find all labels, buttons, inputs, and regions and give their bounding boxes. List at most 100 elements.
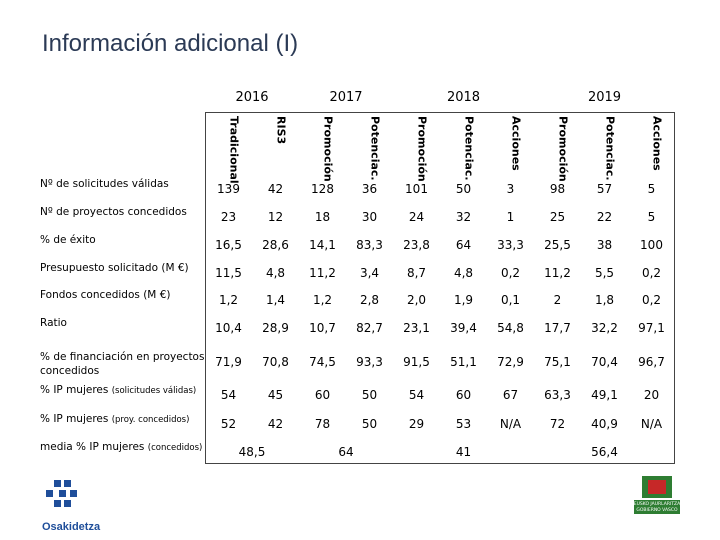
cell: 96,7 [638,355,665,369]
cell: 11,2 [309,266,336,280]
cell: 22 [596,210,613,224]
cell: 83,3 [356,238,383,252]
row-label: Nº de proyectos concedidos [40,205,205,219]
government-logo: EUSKO JAURLARITZA GOBIERNO VASCO [634,476,681,514]
row-label: Nº de solicitudes válidas [40,177,205,191]
column-header: RIS3 [274,116,288,145]
cell: 3 [506,182,515,196]
row-label-text: media % IP mujeres [40,441,145,453]
cell: 16,5 [215,238,242,252]
cell: 53 [455,417,472,431]
cell: 78 [314,417,331,431]
cell: 41 [455,445,472,459]
cell: 128 [311,182,334,196]
cell: 54 [408,388,425,402]
logo-text: GOBIERNO VASCO [636,507,678,513]
year-header: 2016 [235,90,269,105]
cell: 23,1 [403,321,430,335]
cell: 39,4 [450,321,477,335]
cell: 17,7 [544,321,571,335]
cell: 98 [549,182,566,196]
cell: 45 [267,388,284,402]
cell: 1 [506,210,515,224]
cell: 1,8 [594,293,615,307]
cell: 5 [647,210,656,224]
row-label-text: Nº de solicitudes válidas [40,178,169,190]
row-label-text: Fondos concedidos (M €) [40,289,171,301]
cell: 28,9 [262,321,289,335]
cell: 38 [596,238,613,252]
column-header: Potenciac. [462,116,476,181]
column-header: Tradicional [227,116,241,184]
cell: 8,7 [406,266,427,280]
row-label-note: (solicitudes válidas) [111,386,197,396]
row-label: media % IP mujeres (concedidos) [40,440,205,455]
cell: 1,2 [218,293,239,307]
cell: 54,8 [497,321,524,335]
cell: 4,8 [453,266,474,280]
cell: 42 [267,417,284,431]
year-header: 2017 [329,90,363,105]
cell: N/A [640,417,663,431]
cell: 70,4 [591,355,618,369]
cell: 28,6 [262,238,289,252]
cell: 1,9 [453,293,474,307]
column-header: Potenciac. [603,116,617,181]
cell: 40,9 [591,417,618,431]
row-label: % de éxito [40,233,205,247]
cell: 64 [455,238,472,252]
row-label-text: Ratio [40,317,67,329]
cell: 29 [408,417,425,431]
row-label: Ratio [40,316,205,330]
cell: 24 [408,210,425,224]
cell: 42 [267,182,284,196]
cell: 72,9 [497,355,524,369]
osakidetza-logo: Osakidetza [42,480,101,533]
cell: 97,1 [638,321,665,335]
cell: 60 [314,388,331,402]
cell: 56,4 [591,445,618,459]
cell: 36 [361,182,378,196]
row-label-text: Nº de proyectos concedidos [40,206,187,218]
row-label-note: (proy. concedidos) [111,415,190,425]
row-label: % IP mujeres (solicitudes válidas) [40,383,205,398]
cell: N/A [499,417,522,431]
cell: 64 [338,445,354,459]
cell: 32 [455,210,472,224]
cell: 14,1 [309,238,336,252]
cell: 139 [217,182,240,196]
logo-text: Osakidetza [42,521,101,533]
column-header: Acciones [650,116,664,171]
cell: 5 [647,182,656,196]
cell: 2,0 [406,293,427,307]
row-label-note: (concedidos) [147,443,203,453]
cell: 60 [455,388,472,402]
column-header: Acciones [509,116,523,171]
logo-text: EUSKO JAURLARITZA [634,501,681,507]
cell: 0,2 [500,266,521,280]
cell: 3,4 [359,266,380,280]
cell: 52 [220,417,237,431]
row-label-text: % de éxito [40,234,96,246]
cell: 25 [549,210,566,224]
cell: 70,8 [262,355,289,369]
cell: 23,8 [403,238,430,252]
cell: 54 [220,388,237,402]
cell: 1,2 [312,293,333,307]
cell: 71,9 [215,355,242,369]
column-header: Promoción [415,116,429,182]
cell: 2,8 [359,293,380,307]
cell: 74,5 [309,355,336,369]
row-label: Fondos concedidos (M €) [40,288,205,302]
cell: 75,1 [544,355,571,369]
row-label-text: Presupuesto solicitado (M €) [40,262,189,274]
cell: 100 [640,238,663,252]
row-label: % IP mujeres (proy. concedidos) [40,412,205,427]
cell: 0,2 [641,266,662,280]
year-header: 2018 [446,90,481,105]
cell: 5,5 [594,266,615,280]
cell: 30 [361,210,378,224]
cell: 101 [405,182,428,196]
cell: 0,1 [500,293,521,307]
